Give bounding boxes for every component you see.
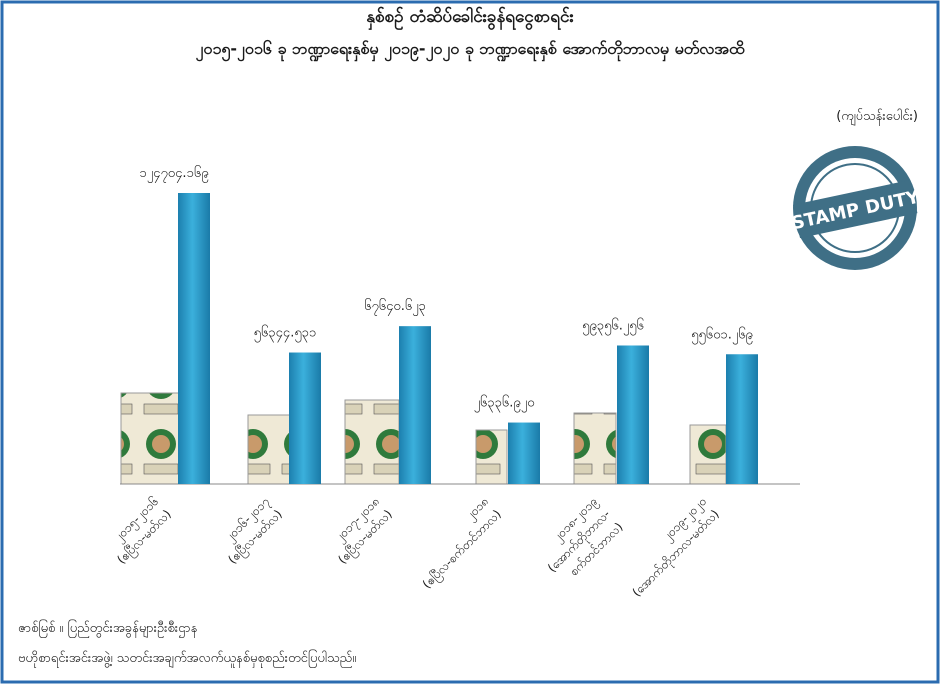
frame <box>2 2 938 682</box>
stamp-image <box>690 425 726 484</box>
bar <box>508 423 540 484</box>
unit-label: (ကျပ်သန်းပေါင်း) <box>836 108 918 126</box>
bar <box>617 345 649 484</box>
bar <box>399 326 431 484</box>
bar <box>726 354 758 484</box>
bar <box>289 353 321 484</box>
chart: နှစ်စဉ် တံဆိပ်ခေါင်းခွန်ရငွေစာရင်း ၂၀၁၅-… <box>0 0 940 684</box>
stamp-image <box>345 400 399 484</box>
stamp-image <box>476 430 507 484</box>
source-line: ဗဟိုစာရင်းအင်းအဖွဲ့၊ သတင်းအချက်အလက်ယူနစ်… <box>18 649 356 668</box>
stamp-image <box>248 415 290 484</box>
value-label: ၅၅၆၀၁.၂၆၉ <box>691 326 753 344</box>
bar <box>178 193 210 484</box>
value-label: ၁၂၄၇၀၄.၁၆၉ <box>139 165 208 183</box>
stamp-image <box>121 393 179 484</box>
stamp-image <box>574 413 616 484</box>
value-label: ၆၇၆၄၀.၆၂၃ <box>364 298 426 316</box>
value-label: ၅၆၃၄၄.၅၃၁ <box>254 325 317 343</box>
value-label: ၅၉၃၅၆.၂၅၆ <box>582 317 644 335</box>
source-line: ဇာစ်မြစ် ။ ပြည်တွင်းအခွန်များဦးစီးဌာန <box>18 619 198 638</box>
value-label: ၂၆၃၃၆.၉၂၀ <box>474 395 535 413</box>
